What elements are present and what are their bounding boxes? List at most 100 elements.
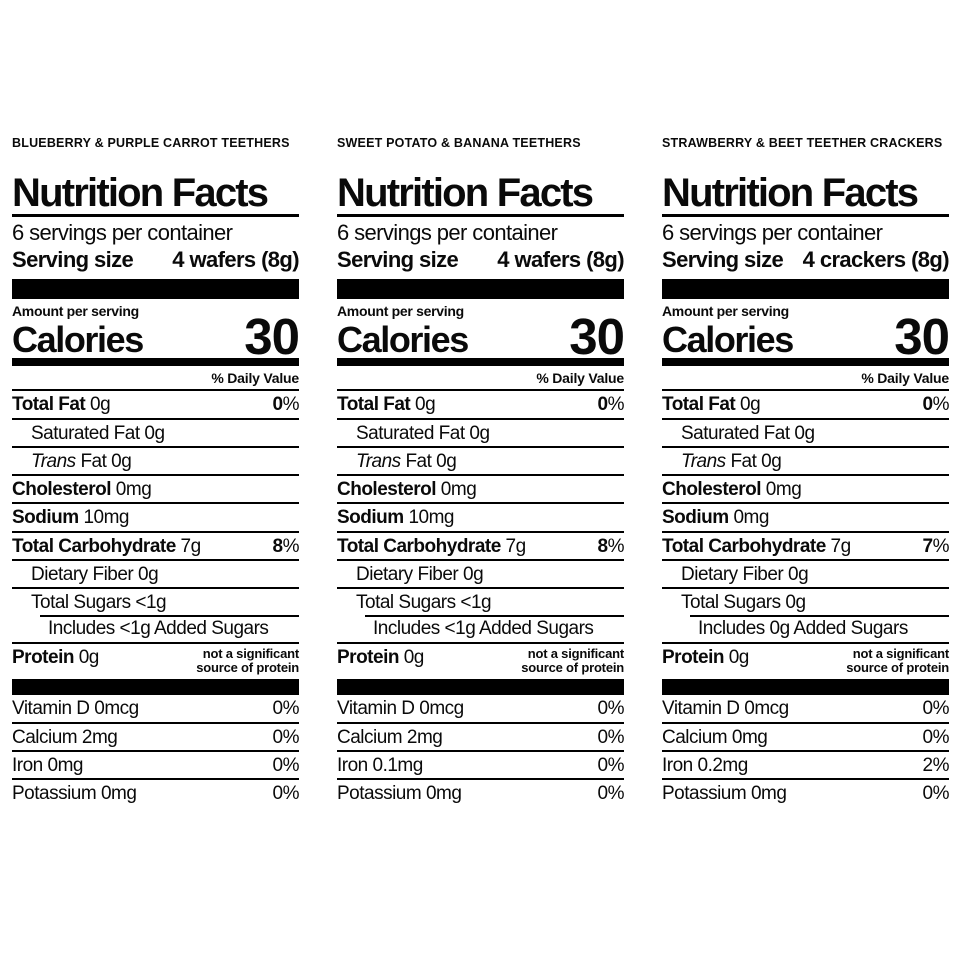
nutrient-row: Dietary Fiber 0g	[12, 561, 299, 590]
daily-value-percent: 8%	[272, 535, 300, 557]
calories-label: Calories	[662, 318, 794, 360]
nutrient-row: Saturated Fat 0g	[12, 420, 299, 448]
servings-per-container: 6 servings per container	[662, 220, 883, 245]
vitamin-row: Vitamin D 0mcg 0%	[662, 695, 950, 724]
daily-value-header: % Daily Value	[12, 366, 299, 392]
calories-value: 30	[569, 307, 625, 365]
daily-value-percent: 0%	[597, 394, 625, 416]
product-name: SWEET POTATO & BANANA TEETHERS	[337, 136, 581, 150]
nutrient-row: Sodium 10mg	[12, 504, 299, 533]
nutrient-row: Cholesterol 0mg	[337, 476, 624, 505]
nutrient-row: Sodium 0mg	[662, 504, 949, 533]
nutrition-facts-title: Nutrition Facts	[337, 173, 624, 217]
vitamin-name: Iron 0.2mg	[662, 754, 748, 776]
nutrient-row: Total Sugars 0g	[662, 589, 949, 615]
nutrient-row: Dietary Fiber 0g	[337, 561, 624, 590]
amount-per-serving-label: Amount per serving	[12, 302, 139, 319]
thick-divider	[12, 679, 299, 696]
calories-value: 30	[244, 307, 300, 365]
thick-divider	[337, 679, 624, 696]
daily-value-percent: 0%	[272, 394, 300, 416]
servings-per-container: 6 servings per container	[12, 220, 233, 245]
serving-size-value: 4 wafers (8g)	[497, 247, 624, 273]
vitamin-name: Vitamin D 0mcg	[662, 698, 789, 720]
nutrient-name: Includes <1g Added Sugars	[373, 618, 594, 640]
vitamin-row: Potassium 0mg 0%	[662, 780, 950, 806]
vitamin-daily-value: 0%	[922, 698, 950, 720]
serving-size-label: Serving size	[337, 247, 459, 273]
nutrient-name: Sodium 10mg	[337, 507, 454, 529]
vitamin-row: Potassium 0mg 0%	[337, 780, 625, 806]
nutrient-row: Trans Fat 0g	[337, 448, 624, 477]
daily-value-header: % Daily Value	[337, 366, 624, 392]
nutrient-name: Dietary Fiber 0g	[681, 563, 809, 585]
nutrient-name: Total Sugars <1g	[31, 592, 167, 614]
nutrient-name: Sodium 10mg	[12, 507, 129, 529]
product-name: STRAWBERRY & BEET TEETHER CRACKERS	[662, 136, 943, 150]
nutrient-name: Protein 0g	[12, 646, 99, 668]
nutrient-row: Trans Fat 0g	[12, 448, 299, 477]
vitamin-row: Iron 0.1mg 0%	[337, 752, 625, 781]
nutrient-row: Includes <1g Added Sugars	[337, 615, 624, 644]
nutrient-name: Sodium 0mg	[662, 507, 769, 529]
nutrient-row: Total Fat 0g 0%	[337, 391, 625, 420]
vitamin-row: Calcium 2mg 0%	[12, 724, 300, 752]
vitamin-daily-value: 0%	[272, 754, 300, 776]
nutrient-name: Includes 0g Added Sugars	[698, 618, 908, 640]
nutrient-row: Protein 0g not a significant source of pro…	[12, 644, 299, 680]
nutrient-name: Total Fat 0g	[12, 394, 111, 416]
product-name: BLUEBERRY & PURPLE CARROT TEETHERS	[12, 136, 290, 150]
nutrition-label-sweet-potato-banana: SWEET POTATO & BANANA TEETHERS Nutrition…	[337, 136, 625, 806]
nutrient-name: Trans Fat 0g	[31, 450, 132, 472]
vitamin-name: Calcium 2mg	[337, 726, 443, 748]
vitamin-rows: Vitamin D 0mcg 0% Calcium 2mg 0% Iron 0mg 0% P…	[12, 695, 300, 806]
thick-divider	[337, 278, 624, 299]
nutrition-label-strawberry-beet: STRAWBERRY & BEET TEETHER CRACKERS Nutri…	[662, 136, 950, 806]
serving-size-row: Serving size 4 wafers (8g)	[337, 245, 625, 278]
serving-size-row: Serving size 4 wafers (8g)	[12, 245, 300, 278]
nutrient-name: Protein 0g	[337, 646, 424, 668]
nutrient-row: Saturated Fat 0g	[337, 420, 624, 448]
thick-divider	[662, 278, 949, 299]
nutrient-rows: Total Fat 0g 0% Saturated Fat 0g Trans Fat …	[662, 391, 950, 680]
nutrient-name: Cholesterol 0mg	[12, 479, 152, 501]
vitamin-row: Vitamin D 0mcg 0%	[12, 695, 300, 724]
nutrient-row: Protein 0g not a significant source of pro…	[337, 644, 624, 680]
serving-size-value: 4 wafers (8g)	[172, 247, 299, 273]
protein-note: not a significant source of protein	[196, 645, 299, 675]
nutrient-name: Protein 0g	[662, 646, 749, 668]
vitamin-row: Iron 0mg 0%	[12, 752, 300, 781]
thick-divider	[12, 278, 299, 299]
nutrient-name: Cholesterol 0mg	[662, 479, 802, 501]
serving-size-value: 4 crackers (8g)	[802, 247, 950, 273]
vitamin-name: Calcium 2mg	[12, 726, 118, 748]
nutrient-name: Saturated Fat 0g	[681, 422, 815, 444]
nutrient-name: Trans Fat 0g	[356, 450, 457, 472]
vitamin-name: Iron 0.1mg	[337, 754, 423, 776]
nutrient-rows: Total Fat 0g 0% Saturated Fat 0g Trans Fat …	[12, 391, 300, 680]
nutrient-row: Total Fat 0g 0%	[12, 391, 300, 420]
calories-row: Calories 30	[12, 307, 300, 367]
calories-value: 30	[894, 307, 950, 365]
amount-per-serving-label: Amount per serving	[662, 302, 789, 319]
labels-sheet: BLUEBERRY & PURPLE CARROT TEETHERS Nutri…	[12, 136, 950, 806]
serving-size-label: Serving size	[12, 247, 134, 273]
vitamin-row: Iron 0.2mg 2%	[662, 752, 950, 781]
calories-row: Calories 30	[662, 307, 950, 367]
nutrient-row: Includes 0g Added Sugars	[662, 615, 949, 644]
daily-value-percent: 8%	[597, 535, 625, 557]
daily-value-percent: 7%	[922, 535, 950, 557]
vitamin-name: Potassium 0mg	[337, 783, 462, 805]
nutrient-row: Trans Fat 0g	[662, 448, 949, 477]
vitamin-name: Calcium 0mg	[662, 726, 768, 748]
nutrient-name: Trans Fat 0g	[681, 450, 782, 472]
nutrition-facts-title: Nutrition Facts	[662, 173, 949, 217]
nutrient-name: Dietary Fiber 0g	[356, 563, 484, 585]
nutrient-row: Total Sugars <1g	[337, 589, 624, 615]
vitamin-rows: Vitamin D 0mcg 0% Calcium 0mg 0% Iron 0.2mg 2…	[662, 695, 950, 806]
nutrient-row: Protein 0g not a significant source of pro…	[662, 644, 949, 680]
nutrient-name: Cholesterol 0mg	[337, 479, 477, 501]
calories-row: Calories 30	[337, 307, 625, 367]
daily-value-header: % Daily Value	[662, 366, 949, 392]
nutrient-name: Total Sugars 0g	[681, 592, 806, 614]
